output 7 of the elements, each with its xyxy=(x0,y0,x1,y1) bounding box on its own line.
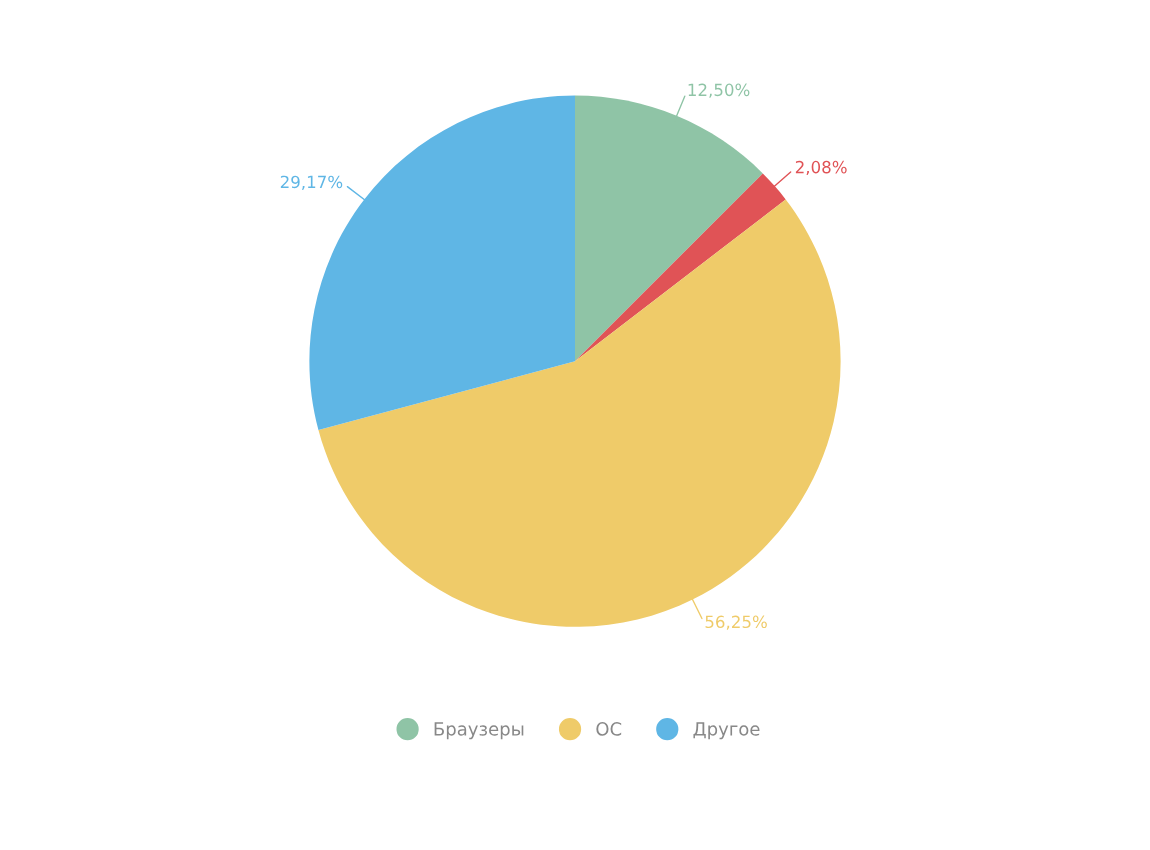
data-label: 2,08% xyxy=(795,160,847,176)
data-label: 12,50% xyxy=(688,83,750,98)
legend-label: ОС xyxy=(596,722,622,736)
data-label: 29,17% xyxy=(280,175,343,190)
data-label: 56,25% xyxy=(705,615,767,630)
legend-label: Другое xyxy=(693,722,760,740)
legend-label: Браузеры xyxy=(434,722,524,740)
